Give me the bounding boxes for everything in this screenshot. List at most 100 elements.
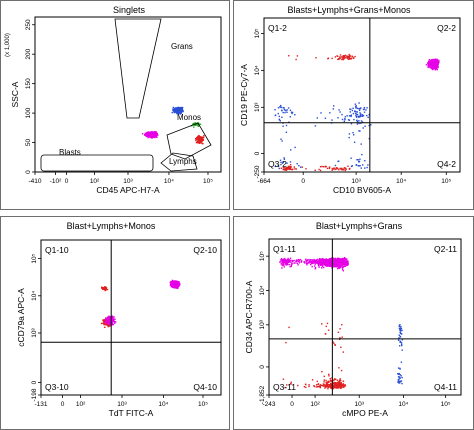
event-point [434, 67, 436, 69]
event-point [297, 258, 300, 261]
event-point [338, 169, 340, 171]
event-point [300, 261, 302, 263]
event-point [203, 136, 205, 139]
event-point [157, 134, 159, 136]
event-point [362, 164, 364, 166]
event-point [148, 135, 150, 137]
event-point [368, 114, 370, 116]
event-point [314, 259, 316, 262]
event-point [176, 109, 179, 111]
event-point [294, 114, 296, 116]
event-point [196, 138, 199, 140]
y-tick-label: -250 [254, 165, 261, 178]
event-point [178, 281, 180, 283]
event-point [340, 56, 342, 58]
x-tick-label: 10³ [351, 178, 361, 185]
event-point [345, 55, 348, 57]
event-point [336, 55, 338, 57]
event-point [326, 258, 329, 261]
event-point [339, 111, 341, 113]
event-point [105, 287, 108, 289]
event-point [361, 153, 363, 156]
event-point [111, 324, 113, 326]
event-point [195, 141, 198, 144]
event-point [151, 133, 154, 135]
x-axis-label: CD45 APC-H7-A [96, 185, 160, 195]
event-point [351, 55, 353, 57]
quadrant-label-q3: Q3-10 [45, 382, 69, 392]
event-point [348, 53, 350, 56]
event-point [104, 320, 106, 323]
event-point [181, 106, 184, 109]
event-point [350, 115, 352, 118]
event-point [199, 141, 201, 143]
event-point [176, 285, 179, 287]
event-point [325, 258, 327, 260]
event-point [326, 265, 328, 267]
event-point [342, 58, 345, 61]
event-point [294, 146, 296, 149]
event-point [436, 66, 438, 68]
event-point [348, 55, 350, 57]
event-point [427, 66, 429, 69]
plot-title: Blasts+Lymphs+Grans+Monos [288, 5, 411, 15]
y-tick-label: 10⁴ [254, 65, 261, 75]
quadrant-label-q2: Q2-2 [437, 23, 456, 33]
event-point [289, 166, 292, 169]
event-point [194, 122, 197, 124]
event-point [435, 64, 437, 66]
event-point [433, 62, 435, 64]
event-point [428, 65, 430, 68]
event-point [178, 282, 181, 285]
event-point [102, 319, 104, 321]
event-point [359, 130, 361, 132]
event-point [201, 142, 204, 145]
event-point [346, 258, 348, 260]
event-point [177, 110, 180, 112]
event-point [172, 281, 174, 284]
event-point [148, 131, 150, 133]
event-point [195, 136, 198, 139]
event-point [199, 142, 201, 144]
event-point [327, 57, 330, 59]
x-tick-label: 10³ [117, 401, 127, 408]
event-point [359, 165, 361, 167]
event-point [353, 134, 355, 136]
event-point [348, 119, 351, 121]
event-point [319, 166, 322, 168]
event-point [281, 259, 283, 262]
event-point [359, 158, 361, 160]
event-point [154, 136, 157, 138]
event-point [111, 317, 113, 319]
plot-area [34, 16, 222, 173]
event-point [344, 118, 346, 120]
event-point [152, 134, 155, 136]
event-point [320, 112, 322, 114]
event-point [170, 281, 172, 283]
event-point [174, 281, 176, 284]
event-point [348, 136, 350, 139]
event-point [292, 168, 294, 170]
quadrant-label-q2: Q2-10 [193, 245, 217, 255]
event-point [196, 124, 198, 126]
event-point [277, 107, 280, 109]
event-point [171, 279, 174, 282]
event-point [199, 137, 202, 139]
event-point [283, 266, 285, 268]
event-point [170, 286, 173, 288]
y-tick-label: 0 [31, 380, 38, 384]
quadrant-label-q3: Q3-2 [268, 159, 287, 169]
event-point [305, 262, 308, 265]
event-point [321, 258, 324, 260]
event-point [106, 318, 108, 320]
quadrant-label-q1: Q1-10 [45, 245, 69, 255]
event-point [111, 321, 113, 323]
event-point [335, 168, 338, 170]
mpo-cd34-plot: Blast+Lymphs+Grans-243 0 10² 10³ 10⁴ 10⁵-1,85… [244, 221, 462, 418]
event-point [147, 136, 149, 139]
event-point [351, 165, 353, 167]
x-tick-label: 10³ [123, 178, 133, 185]
event-point [332, 108, 334, 110]
event-point [107, 318, 109, 320]
event-point [427, 61, 430, 64]
